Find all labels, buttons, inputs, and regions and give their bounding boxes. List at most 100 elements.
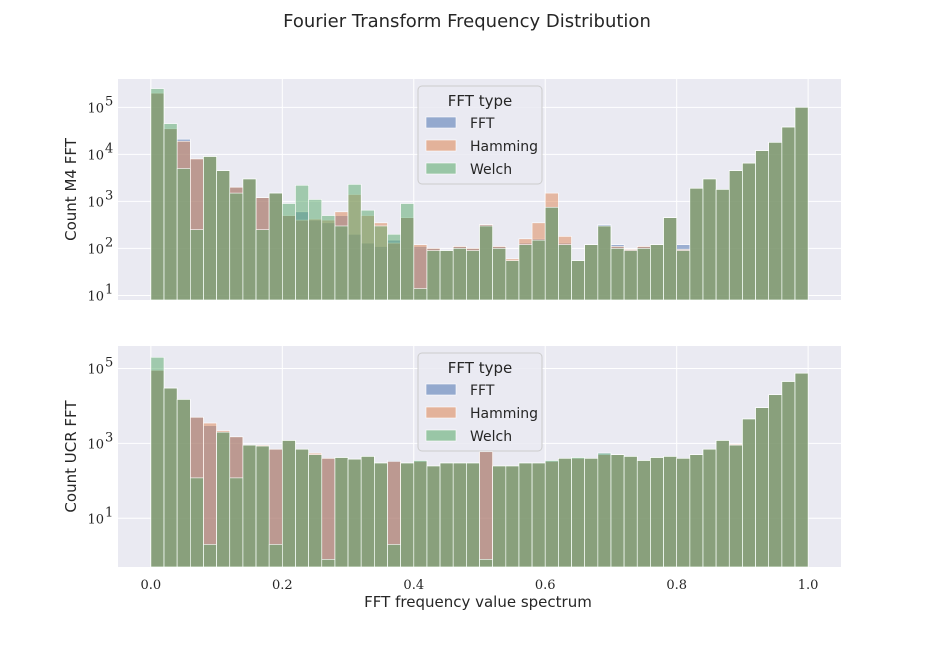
bar-welch	[426, 465, 441, 568]
legend-entry-hamming: Hamming	[470, 406, 538, 422]
bar-welch	[781, 381, 796, 568]
bar-welch	[623, 456, 638, 568]
bar-welch	[360, 209, 375, 301]
legend-swatch-fft	[425, 116, 457, 129]
bar-welch	[255, 445, 270, 568]
bar-welch	[282, 203, 296, 301]
legend-entry-hamming: Hamming	[470, 139, 538, 155]
bar-welch	[584, 244, 599, 301]
bar-welch	[387, 233, 401, 301]
y-tick-exponent: 1	[105, 505, 113, 520]
y-tick-exponent: 5	[105, 94, 113, 109]
bar-welch	[663, 456, 677, 568]
y-tick-label: 10	[87, 148, 104, 163]
bar-welch	[558, 458, 572, 568]
bar-welch	[255, 229, 270, 301]
bar-welch	[702, 448, 717, 568]
bar-welch	[268, 192, 283, 301]
bar-welch	[452, 462, 467, 568]
legend-title: FFT type	[448, 92, 512, 110]
legend-swatch-welch	[425, 162, 457, 175]
x-tick-label: 0.6	[535, 578, 556, 593]
bar-welch	[374, 462, 388, 568]
bar-welch	[203, 544, 217, 568]
bar-welch	[702, 178, 717, 301]
legend-entry-fft: FFT	[470, 383, 495, 399]
bar-welch	[689, 454, 704, 568]
y-tick-label: 10	[87, 512, 104, 527]
x-tick-label: 0.8	[666, 578, 687, 593]
bar-welch	[466, 462, 480, 568]
bar-welch	[755, 407, 770, 568]
legend-entry-welch: Welch	[470, 429, 512, 445]
bar-welch	[150, 88, 165, 301]
y-tick-exponent: 1	[105, 282, 113, 297]
y-tick-exponent: 2	[105, 235, 113, 250]
bar-welch	[571, 457, 585, 568]
bar-welch	[505, 260, 520, 301]
x-tick-label: 0.0	[141, 578, 162, 593]
bar-welch	[518, 244, 533, 301]
x-axis-label: FFT frequency value spectrum	[364, 593, 592, 611]
bar-welch	[636, 460, 651, 568]
x-tick-label: 1.0	[798, 578, 819, 593]
bar-welch	[663, 217, 677, 301]
bar-welch	[347, 184, 362, 301]
bar-welch	[676, 250, 691, 301]
bar-welch	[623, 250, 638, 301]
bar-welch	[558, 244, 572, 301]
bar-welch	[768, 394, 783, 568]
x-tick-label: 0.2	[272, 578, 293, 593]
bar-welch	[242, 178, 257, 301]
bar-welch	[295, 448, 309, 568]
bar-welch	[715, 189, 730, 301]
y-tick-label: 10	[87, 363, 104, 378]
bar-welch	[321, 215, 336, 301]
y-tick-label: 10	[87, 242, 104, 257]
bar-welch	[426, 250, 441, 301]
bar-welch	[321, 559, 336, 568]
bar-welch	[163, 123, 178, 301]
legend	[417, 85, 543, 185]
bar-welch	[531, 462, 546, 568]
y-tick-label: 10	[87, 289, 104, 304]
bar-welch	[728, 444, 743, 568]
y-tick-exponent: 3	[105, 188, 113, 203]
bar-welch	[571, 260, 585, 301]
bar-welch	[742, 418, 756, 568]
y-axis-label: Count UCR FFT	[62, 400, 80, 513]
legend-swatch-welch	[425, 429, 457, 442]
legend-swatch-hamming	[425, 139, 457, 152]
bar-welch	[610, 454, 625, 568]
bar-welch	[216, 431, 231, 568]
legend-entry-welch: Welch	[470, 162, 512, 178]
bar-welch	[400, 203, 415, 301]
x-tick-label: 0.4	[403, 578, 424, 593]
bar-welch	[268, 544, 283, 568]
y-axis-label: Count M4 FFT	[62, 137, 80, 241]
bar-welch	[452, 248, 467, 301]
bar-welch	[755, 150, 770, 301]
legend	[417, 352, 543, 452]
bar-hamming	[479, 451, 493, 568]
bar-welch	[203, 156, 217, 301]
bar-welch	[150, 356, 165, 568]
bar-welch	[781, 126, 796, 301]
y-tick-exponent: 3	[105, 430, 113, 445]
bar-welch	[360, 456, 375, 568]
bar-welch	[439, 250, 454, 301]
bar-welch	[229, 192, 244, 301]
bar-welch	[544, 206, 559, 301]
legend-swatch-hamming	[425, 406, 457, 419]
bar-welch	[794, 107, 809, 301]
bar-welch	[505, 465, 520, 568]
bar-welch	[492, 248, 507, 301]
bar-welch	[374, 225, 388, 301]
figure-title: Fourier Transform Frequency Distribution	[283, 11, 651, 32]
y-tick-label: 10	[87, 437, 104, 452]
bar-welch	[334, 457, 349, 568]
bar-welch	[492, 465, 507, 568]
bar-welch	[334, 225, 349, 301]
